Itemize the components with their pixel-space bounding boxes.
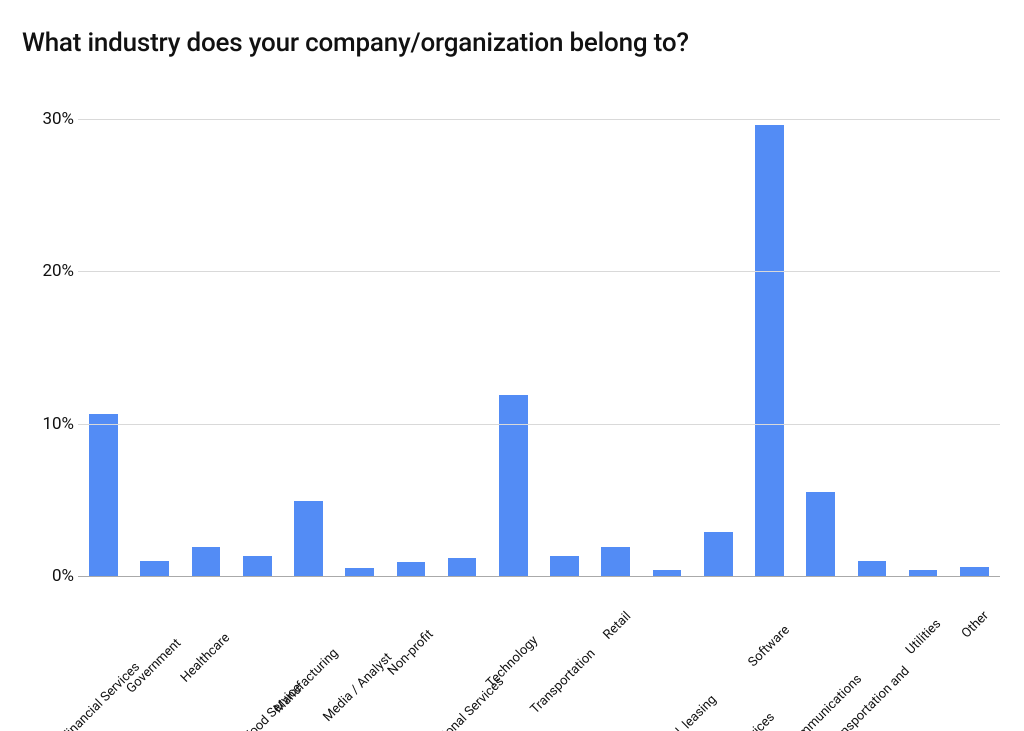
- x-label-slot: Real estate, rental, leasing: [641, 582, 692, 731]
- bar-slot: [590, 96, 641, 576]
- x-label-slot: Non-profit: [385, 582, 436, 731]
- bar: [499, 395, 528, 576]
- chart-area: 0%10%20%30% Financial ServicesGovernment…: [20, 96, 1004, 716]
- x-label-slot: Software: [744, 582, 795, 731]
- y-axis: 0%10%20%30%: [20, 96, 78, 576]
- bar: [345, 568, 374, 576]
- chart-title: What industry does your company/organiza…: [22, 28, 1004, 58]
- gridline: [78, 119, 1000, 120]
- bar: [755, 125, 784, 576]
- bar-slot: [385, 96, 436, 576]
- y-tick-label: 20%: [42, 261, 74, 281]
- x-axis-labels: Financial ServicesGovernmentHealthcareHo…: [78, 582, 1000, 731]
- bar-slot: [744, 96, 795, 576]
- y-tick-label: 10%: [42, 414, 74, 434]
- x-label-slot: Utilities: [898, 582, 949, 731]
- bar: [140, 561, 169, 576]
- bar-slot: [334, 96, 385, 576]
- plot-area: [78, 96, 1000, 577]
- bar-slot: [232, 96, 283, 576]
- x-label-slot: Financial Services: [78, 582, 129, 731]
- bar-slot: [949, 96, 1000, 576]
- bar: [704, 532, 733, 576]
- bar-slot: [129, 96, 180, 576]
- bars-group: [78, 96, 1000, 576]
- x-label-slot: Retail: [590, 582, 641, 731]
- bar: [448, 558, 477, 576]
- x-label-slot: Professional Services: [437, 582, 488, 731]
- bar-slot: [846, 96, 897, 576]
- bar: [243, 556, 272, 576]
- x-label-slot: Transportation: [539, 582, 590, 731]
- bar-slot: [539, 96, 590, 576]
- bar-slot: [180, 96, 231, 576]
- bar: [960, 567, 989, 576]
- x-label-slot: Transportation and: [846, 582, 897, 731]
- bar: [601, 547, 630, 576]
- bar: [89, 414, 118, 576]
- x-label-slot: Scientific or technical services: [693, 582, 744, 731]
- bar-slot: [898, 96, 949, 576]
- gridline: [78, 424, 1000, 425]
- bar: [550, 556, 579, 576]
- x-label-slot: Media / Analyst: [334, 582, 385, 731]
- x-label-slot: Government: [129, 582, 180, 731]
- y-tick-label: 0%: [52, 566, 74, 586]
- bar-slot: [795, 96, 846, 576]
- bar-slot: [641, 96, 692, 576]
- bar: [909, 570, 938, 576]
- x-label-slot: Healthcare: [180, 582, 231, 731]
- y-tick-label: 30%: [42, 109, 74, 129]
- gridline: [78, 271, 1000, 272]
- bar: [806, 492, 835, 576]
- chart-container: What industry does your company/organiza…: [0, 0, 1024, 731]
- bar-slot: [693, 96, 744, 576]
- bar-slot: [488, 96, 539, 576]
- bar-slot: [437, 96, 488, 576]
- bar-slot: [283, 96, 334, 576]
- x-label-slot: Other: [949, 582, 1000, 731]
- x-tick-label: Other: [982, 586, 1015, 619]
- bar: [294, 501, 323, 576]
- bar: [397, 562, 426, 576]
- bar: [858, 561, 887, 576]
- x-label-slot: Telecommunications: [795, 582, 846, 731]
- bar-slot: [78, 96, 129, 576]
- bar: [653, 570, 682, 576]
- bar: [192, 547, 221, 576]
